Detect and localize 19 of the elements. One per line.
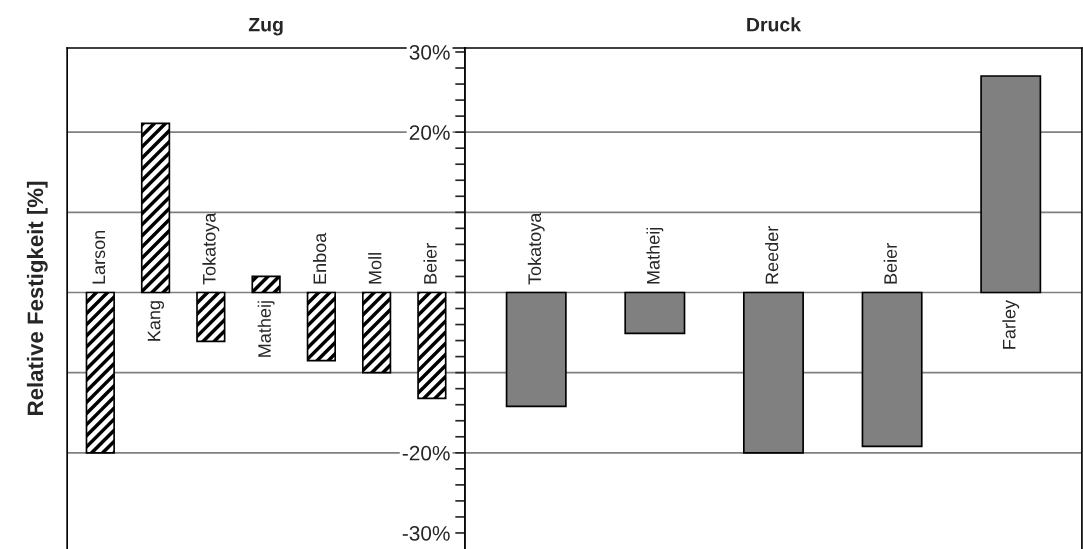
y-tick-label: -20% (402, 445, 450, 461)
x-tick-label: Kang (147, 301, 164, 341)
x-tick-label: Enboa (312, 232, 327, 284)
x-tick-label: Beier (423, 243, 437, 284)
x-tick-label: Matheij (257, 301, 275, 357)
x-tick-label: Farley (1002, 300, 1020, 349)
x-tick-label: Tokatoya (527, 212, 545, 285)
x-tick-label: Larson (92, 230, 106, 284)
y-tick-label: -30% (402, 525, 450, 541)
y-tick-label: 20% (409, 125, 450, 140)
y-tick-label: 30% (409, 44, 450, 60)
chart-title: Druck (747, 17, 802, 32)
y-axis-title: Relative Festigkeit [%] (26, 181, 48, 415)
x-tick-label: Beier (883, 243, 897, 284)
chart-title: Zug (248, 17, 283, 36)
x-tick-label: Reeder (765, 226, 779, 284)
x-tick-label: Matheij (646, 227, 664, 284)
x-tick-label: Moll (368, 253, 382, 284)
x-tick-label: Tokatoya (202, 212, 220, 285)
